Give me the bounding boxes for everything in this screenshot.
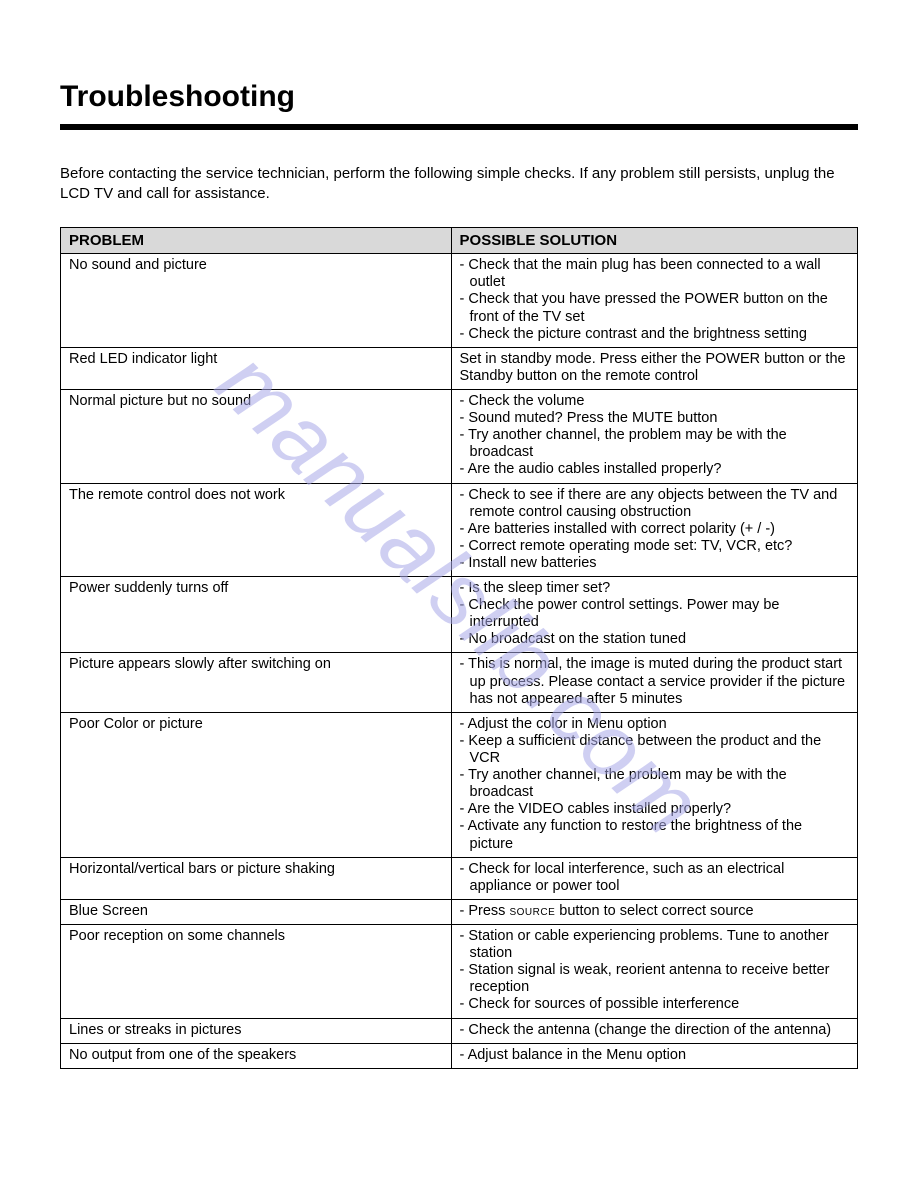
solution-cell: Set in standby mode. Press either the PO… <box>451 347 857 389</box>
solution-item: - Check for sources of possible interfer… <box>460 996 849 1013</box>
solution-cell: - Check that the main plug has been conn… <box>451 254 857 348</box>
solution-item: - Check for local interference, such as … <box>460 861 849 895</box>
problem-cell: Red LED indicator light <box>61 347 452 389</box>
solution-cell: - Adjust balance in the Menu option <box>451 1043 857 1068</box>
problem-cell: Power suddenly turns off <box>61 577 452 653</box>
solution-item: - Check the volume <box>460 393 849 410</box>
solution-list: - Check for local interference, such as … <box>460 861 849 895</box>
table-row: Red LED indicator lightSet in standby mo… <box>61 347 858 389</box>
problem-cell: No sound and picture <box>61 254 452 348</box>
problem-cell: Picture appears slowly after switching o… <box>61 653 452 712</box>
table-row: Lines or streaks in pictures - Check the … <box>61 1018 858 1043</box>
solution-item: - Correct remote operating mode set: TV,… <box>460 538 849 555</box>
solution-item: - Try another channel, the problem may b… <box>460 767 849 801</box>
solution-item: - Check the power control settings. Powe… <box>460 597 849 631</box>
table-row: Poor Color or picture- Adjust the color … <box>61 712 858 857</box>
problem-cell: The remote control does not work <box>61 483 452 577</box>
table-row: No output from one of the speakers - Adju… <box>61 1043 858 1068</box>
solution-item: - Is the sleep timer set? <box>460 580 849 597</box>
problem-cell: Lines or streaks in pictures <box>61 1018 452 1043</box>
solution-cell: - This is normal, the image is muted dur… <box>451 653 857 712</box>
solution-list: - Check to see if there are any objects … <box>460 487 849 573</box>
table-row: Normal picture but no sound- Check the v… <box>61 389 858 483</box>
table-row: Poor reception on some channels- Station… <box>61 925 858 1019</box>
smallcaps-word: source <box>509 903 555 919</box>
solution-item: - Station signal is weak, reorient anten… <box>460 962 849 996</box>
solution-item: - Check the picture contrast and the bri… <box>460 326 849 343</box>
solution-item: - This is normal, the image is muted dur… <box>460 656 849 707</box>
solution-list: - Station or cable experiencing problems… <box>460 928 849 1014</box>
solution-item: - Keep a sufficient distance between the… <box>460 733 849 767</box>
solution-item: - Press source button to select correct … <box>460 903 849 920</box>
solution-cell: - Is the sleep timer set?- Check the pow… <box>451 577 857 653</box>
problem-cell: Poor reception on some channels <box>61 925 452 1019</box>
solution-item: - Install new batteries <box>460 555 849 572</box>
solution-list: - Press source button to select correct … <box>460 903 849 920</box>
solution-item: - Try another channel, the problem may b… <box>460 427 849 461</box>
troubleshoot-table: PROBLEM POSSIBLE SOLUTION No sound and p… <box>60 227 858 1069</box>
solution-list: - Check the volume- Sound muted? Press t… <box>460 393 849 479</box>
title-underline <box>60 124 858 130</box>
solution-item: - Check the antenna (change the directio… <box>460 1022 849 1039</box>
header-solution: POSSIBLE SOLUTION <box>451 227 857 254</box>
problem-cell: Horizontal/vertical bars or picture shak… <box>61 857 452 899</box>
solution-item: - Are the audio cables installed properl… <box>460 461 849 478</box>
problem-cell: Normal picture but no sound <box>61 389 452 483</box>
solution-item: - Are batteries installed with correct p… <box>460 521 849 538</box>
table-row: Blue Screen - Press source button to sele… <box>61 899 858 924</box>
table-row: The remote control does not work- Check … <box>61 483 858 577</box>
problem-cell: Blue Screen <box>61 899 452 924</box>
solution-cell: - Press source button to select correct … <box>451 899 857 924</box>
problem-cell: Poor Color or picture <box>61 712 452 857</box>
table-row: No sound and picture- Check that the mai… <box>61 254 858 348</box>
table-row: Picture appears slowly after switching o… <box>61 653 858 712</box>
table-header-row: PROBLEM POSSIBLE SOLUTION <box>61 227 858 254</box>
solution-cell: - Check for local interference, such as … <box>451 857 857 899</box>
solution-list: - Adjust the color in Menu option- Keep … <box>460 716 849 853</box>
table-row: Horizontal/vertical bars or picture shak… <box>61 857 858 899</box>
page-title: Troubleshooting <box>60 80 858 114</box>
solution-item: - Activate any function to restore the b… <box>460 818 849 852</box>
solution-item: - Adjust balance in the Menu option <box>460 1047 849 1064</box>
table-row: Power suddenly turns off- Is the sleep t… <box>61 577 858 653</box>
solution-item: - No broadcast on the station tuned <box>460 631 849 648</box>
solution-list: - Check the antenna (change the directio… <box>460 1022 849 1039</box>
solution-cell: - Station or cable experiencing problems… <box>451 925 857 1019</box>
solution-list: - Check that the main plug has been conn… <box>460 257 849 343</box>
solution-list: - Is the sleep timer set?- Check the pow… <box>460 580 849 648</box>
header-problem: PROBLEM <box>61 227 452 254</box>
solution-list: - This is normal, the image is muted dur… <box>460 656 849 707</box>
solution-item: - Station or cable experiencing problems… <box>460 928 849 962</box>
solution-cell: - Check the volume- Sound muted? Press t… <box>451 389 857 483</box>
solution-item: - Check that you have pressed the POWER … <box>460 291 849 325</box>
document-page: manualslib.com Troubleshooting Before co… <box>0 0 918 1188</box>
intro-paragraph: Before contacting the service technician… <box>60 164 858 205</box>
solution-cell: - Adjust the color in Menu option- Keep … <box>451 712 857 857</box>
solution-item: - Sound muted? Press the MUTE button <box>460 410 849 427</box>
solution-item: - Are the VIDEO cables installed properl… <box>460 801 849 818</box>
solution-item: - Check to see if there are any objects … <box>460 487 849 521</box>
solution-item: - Adjust the color in Menu option <box>460 716 849 733</box>
problem-cell: No output from one of the speakers <box>61 1043 452 1068</box>
table-body: No sound and picture- Check that the mai… <box>61 254 858 1069</box>
solution-item: - Check that the main plug has been conn… <box>460 257 849 291</box>
solution-cell: - Check to see if there are any objects … <box>451 483 857 577</box>
solution-cell: - Check the antenna (change the directio… <box>451 1018 857 1043</box>
solution-list: - Adjust balance in the Menu option <box>460 1047 849 1064</box>
